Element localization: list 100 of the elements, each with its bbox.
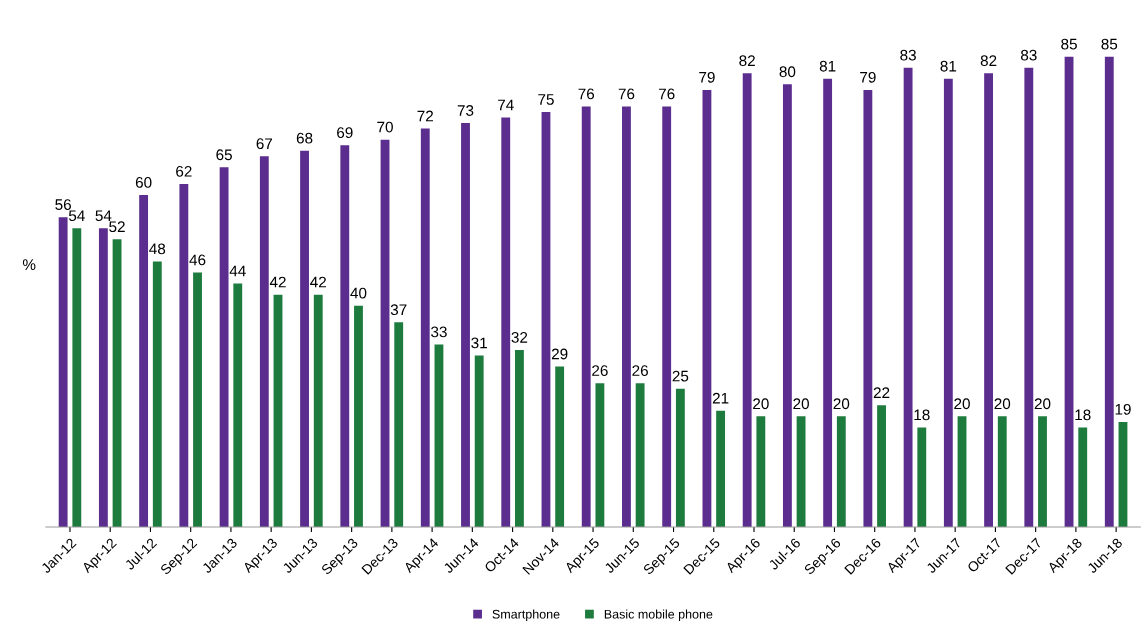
- data-label: 20: [994, 398, 1011, 410]
- bar: [1064, 56, 1074, 528]
- bar: [139, 195, 149, 528]
- data-label: 83: [1020, 49, 1037, 61]
- data-label: 22: [873, 387, 890, 398]
- y-axis-title: %: [22, 259, 36, 270]
- bar: [219, 167, 229, 528]
- data-label: 31: [471, 337, 487, 349]
- data-label: 54: [68, 210, 85, 222]
- data-label: 62: [176, 165, 192, 177]
- data-label: 48: [149, 243, 166, 255]
- data-label: 42: [310, 276, 326, 288]
- data-label: 54: [95, 210, 112, 222]
- bar: [836, 416, 846, 528]
- bar: [756, 416, 766, 528]
- data-label: 73: [457, 105, 474, 116]
- data-label: 80: [779, 66, 796, 78]
- data-label: 74: [498, 99, 514, 111]
- data-label: 18: [1075, 409, 1091, 421]
- data-label: 68: [296, 132, 313, 144]
- bar: [555, 366, 565, 528]
- bar: [622, 106, 631, 528]
- data-label: 75: [538, 94, 554, 105]
- bar: [635, 383, 645, 528]
- data-label: 42: [269, 276, 286, 288]
- bar: [461, 123, 470, 528]
- bar: [112, 239, 122, 528]
- legend-label: Basic mobile phone: [604, 609, 713, 622]
- data-label: 85: [1061, 38, 1077, 50]
- bar: [179, 183, 189, 528]
- data-label: 19: [1115, 403, 1131, 415]
- data-label: 81: [940, 60, 957, 72]
- bar: [259, 156, 269, 528]
- data-label: 82: [739, 55, 755, 67]
- bar: [541, 112, 551, 528]
- data-label: 70: [377, 121, 393, 133]
- data-label: 37: [390, 304, 407, 316]
- bar: [742, 73, 752, 528]
- bar: [863, 89, 873, 528]
- bar: [782, 84, 792, 528]
- data-label: 79: [699, 71, 715, 83]
- bar: [1078, 427, 1088, 528]
- data-label: 69: [337, 127, 353, 139]
- data-label: 20: [954, 398, 970, 410]
- bar: [515, 349, 524, 528]
- data-label: 72: [417, 110, 433, 122]
- bar: [957, 416, 967, 528]
- bar: [340, 145, 350, 528]
- bar: [273, 294, 283, 528]
- bar: [984, 73, 993, 528]
- bar: [152, 261, 162, 528]
- data-label: 76: [618, 88, 635, 100]
- bar: [997, 416, 1007, 528]
- data-label: 20: [753, 398, 769, 410]
- data-label: 76: [578, 88, 595, 100]
- legend-label: Smartphone: [492, 609, 560, 622]
- bar: [823, 78, 833, 528]
- data-label: 79: [860, 71, 876, 83]
- bar: [903, 67, 913, 528]
- bar: [474, 355, 484, 528]
- data-label: 18: [914, 409, 930, 421]
- bar: [58, 217, 68, 528]
- bar: [943, 78, 953, 528]
- bar: [394, 322, 404, 528]
- bar: [434, 344, 444, 528]
- data-label: 25: [672, 370, 689, 382]
- bar: [354, 305, 363, 528]
- bar: [917, 427, 927, 528]
- bar: [193, 272, 202, 528]
- data-label: 40: [350, 287, 367, 299]
- data-label: 20: [833, 398, 850, 410]
- data-label: 85: [1101, 38, 1118, 50]
- data-label: 21: [712, 392, 729, 404]
- data-label: 76: [658, 88, 675, 100]
- bar: [72, 228, 82, 528]
- data-label: 65: [216, 149, 232, 161]
- bar: [877, 405, 886, 528]
- data-label: 44: [229, 265, 246, 277]
- data-label: 67: [256, 138, 273, 150]
- data-label: 81: [819, 60, 836, 72]
- bar: [300, 150, 309, 528]
- bar: [98, 228, 108, 528]
- data-label: 52: [109, 221, 125, 233]
- data-label: 33: [431, 326, 447, 338]
- bar: [1024, 67, 1034, 528]
- data-label: 56: [55, 199, 71, 210]
- bar: [675, 388, 685, 528]
- data-label: 83: [900, 49, 916, 61]
- data-label: 20: [793, 398, 809, 410]
- data-label: 32: [511, 331, 528, 343]
- bar: [233, 283, 243, 528]
- data-label: 20: [1034, 398, 1051, 410]
- bar: [702, 89, 712, 528]
- bar: [662, 106, 672, 528]
- data-label: 82: [980, 55, 997, 67]
- bar: [716, 410, 726, 528]
- data-label: 29: [551, 348, 568, 360]
- data-label: 60: [135, 177, 152, 188]
- bar: [1104, 56, 1114, 528]
- bar: [796, 416, 806, 528]
